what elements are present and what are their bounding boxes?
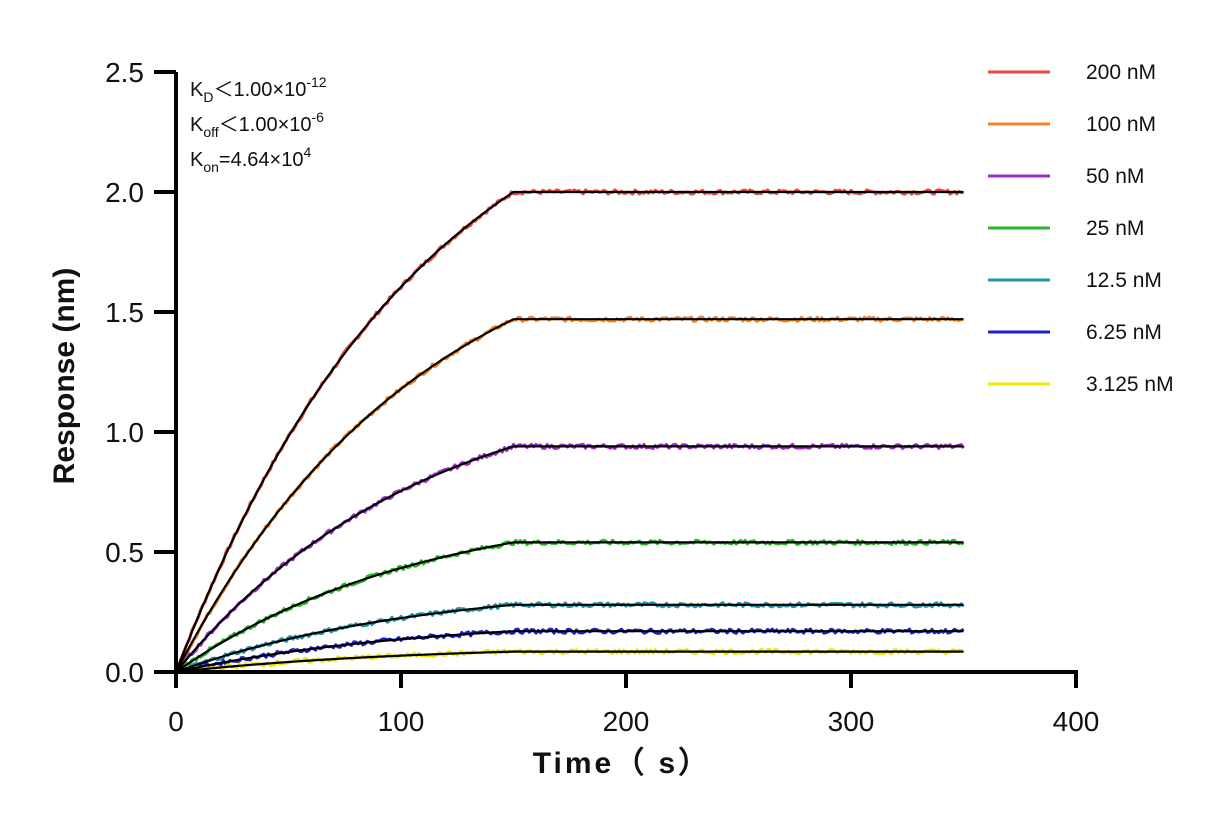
kinetic-annotations: KD＜1.00×10-12 Koff＜1.00×10-6 Kon=4.64×10…: [190, 74, 327, 175]
series-line: [174, 188, 964, 673]
x-tick-label: 300: [828, 706, 875, 737]
x-tick-label: 200: [603, 706, 650, 737]
y-tick-label: 0.5: [105, 537, 144, 568]
legend-label: 50 nM: [1086, 165, 1144, 188]
y-tick-label: 1.5: [105, 297, 144, 328]
x-axis-title: Time（ s）: [533, 746, 712, 780]
x-tick-label: 0: [168, 706, 184, 737]
legend-label: 3.125 nM: [1086, 373, 1174, 396]
legend-label: 100 nM: [1086, 113, 1156, 136]
legend-label: 200 nM: [1086, 61, 1156, 84]
fit-layer: [174, 190, 964, 674]
legend-label: 25 nM: [1086, 217, 1144, 240]
fit-line: [175, 541, 964, 673]
kon-annotation: Kon=4.64×104: [190, 144, 311, 175]
legend: 200 nM 100 nM 50 nM 25 nM 12.5 nM 6.25 nM 3.12…: [988, 61, 1174, 396]
y-tick-label: 2.0: [105, 177, 144, 208]
series-line: [174, 315, 964, 673]
series-layer: [174, 188, 965, 674]
legend-label: 12.5 nM: [1086, 269, 1162, 292]
axes: [174, 72, 1078, 674]
y-tick-label: 0.0: [105, 657, 144, 688]
x-tick-label: 100: [378, 706, 425, 737]
y-tick-label: 2.5: [105, 57, 144, 88]
x-tick-label: 400: [1053, 706, 1100, 737]
koff-annotation: Koff＜1.00×10-6: [190, 109, 324, 140]
kd-annotation: KD＜1.00×10-12: [190, 74, 327, 105]
y-tick-label: 1.0: [105, 417, 144, 448]
fit-line: [175, 318, 964, 673]
series-line: [175, 627, 965, 674]
fit-line: [175, 630, 964, 674]
legend-label: 6.25 nM: [1086, 321, 1162, 344]
y-axis-title: Response (nm): [48, 268, 81, 485]
fit-line: [174, 190, 964, 673]
fit-line: [175, 650, 964, 674]
fit-line: [175, 603, 964, 674]
fit-line: [175, 445, 964, 673]
